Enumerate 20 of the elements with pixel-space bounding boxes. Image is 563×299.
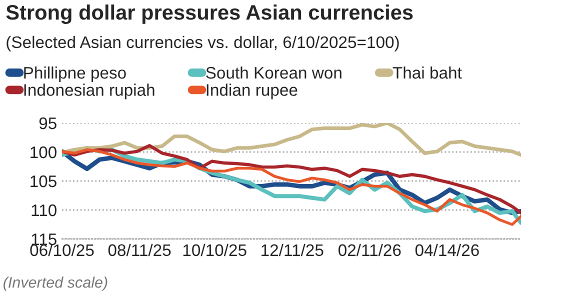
y-tick-label: 95 [39, 117, 56, 130]
x-tick-label: 04/14/26 [415, 244, 479, 256]
y-tick-label: 100 [30, 146, 56, 158]
legend-label: Indian rupee [206, 84, 298, 100]
x-tick-label: 10/10/25 [183, 244, 246, 256]
y-tick-label: 115 [32, 234, 56, 246]
x-tick-label: 02/11/26 [338, 244, 401, 256]
y-tick-label: 110 [32, 204, 56, 216]
text: (Inverted scale) [4, 276, 108, 291]
x-tick-label: 12/11/25 [262, 244, 324, 256]
legend-label: South Korean won [206, 66, 342, 79]
chart-title: Strong dollar pressures Asian currencies [6, 4, 413, 24]
legend-label: Phillipne peso [24, 66, 126, 82]
x-tick-label: 06/10/25 [30, 244, 94, 256]
legend-label: Indonesian rupiah [24, 84, 154, 100]
chart-subtitle: (Selected Asian currencies vs. dollar, 6/10/2025=100) [6, 36, 399, 52]
y-tick-label: 105 [30, 175, 56, 188]
legend-label: Thai baht [392, 66, 462, 79]
line-series [62, 123, 521, 157]
x-tick-label: 08/11/25 [108, 244, 171, 256]
